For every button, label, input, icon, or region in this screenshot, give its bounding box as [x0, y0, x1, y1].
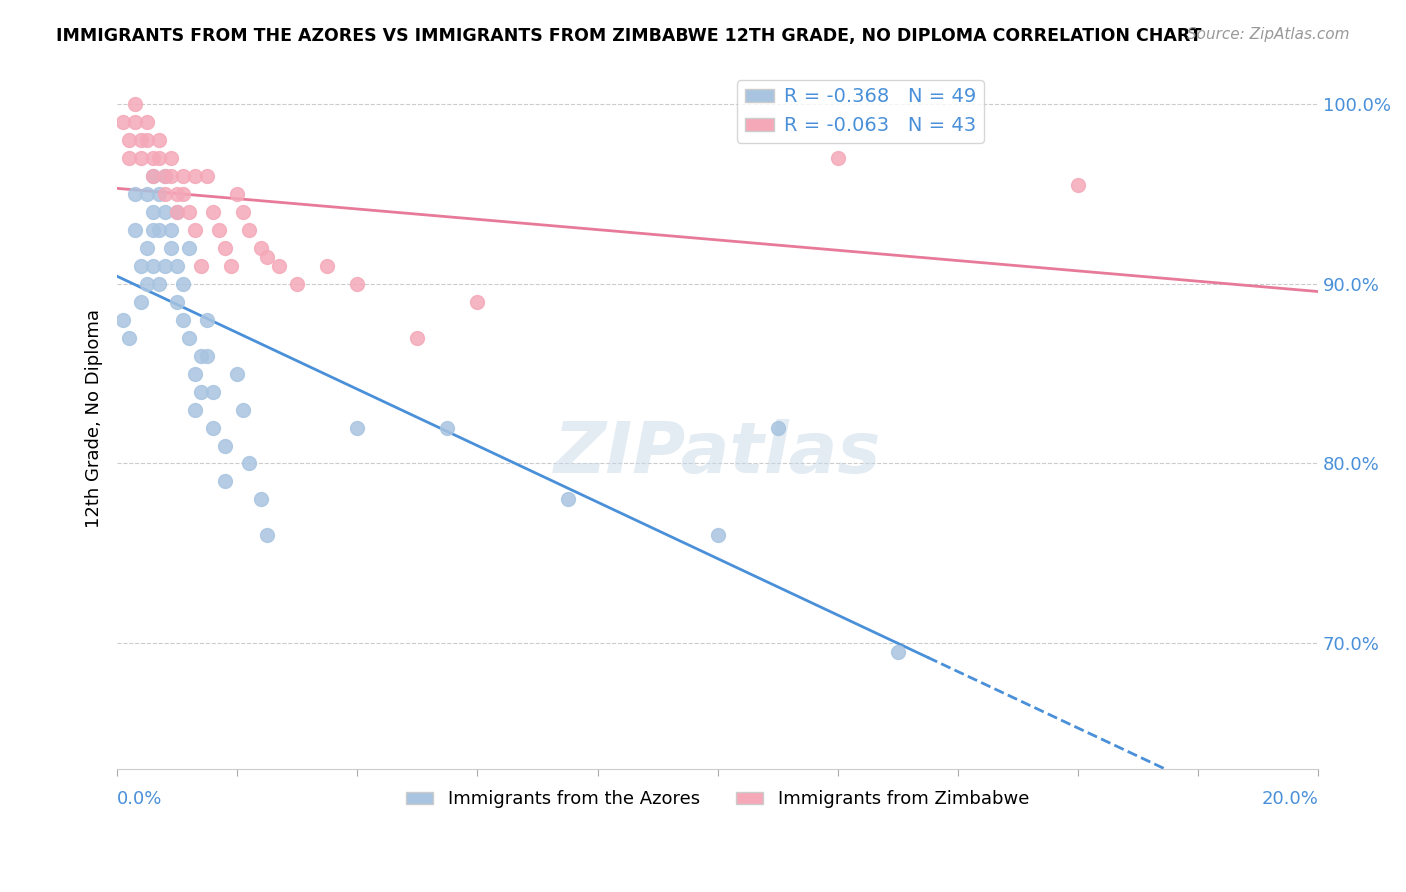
Point — [766, 420, 789, 434]
Point — [238, 223, 260, 237]
Point — [148, 133, 170, 147]
Point — [557, 492, 579, 507]
Point — [124, 115, 146, 129]
Point — [124, 223, 146, 237]
Point — [195, 349, 218, 363]
Point — [190, 349, 212, 363]
Point — [214, 438, 236, 452]
Point — [155, 169, 177, 184]
Point — [112, 313, 135, 327]
Point — [285, 277, 308, 291]
Text: IMMIGRANTS FROM THE AZORES VS IMMIGRANTS FROM ZIMBABWE 12TH GRADE, NO DIPLOMA CO: IMMIGRANTS FROM THE AZORES VS IMMIGRANTS… — [56, 27, 1202, 45]
Y-axis label: 12th Grade, No Diploma: 12th Grade, No Diploma — [86, 310, 103, 528]
Text: Source: ZipAtlas.com: Source: ZipAtlas.com — [1187, 27, 1350, 42]
Point — [226, 367, 249, 381]
Point — [250, 241, 273, 255]
Point — [166, 205, 188, 219]
Point — [166, 259, 188, 273]
Point — [172, 187, 194, 202]
Point — [208, 223, 231, 237]
Point — [124, 97, 146, 112]
Point — [219, 259, 242, 273]
Point — [142, 259, 165, 273]
Point — [232, 205, 254, 219]
Point — [160, 241, 183, 255]
Text: 0.0%: 0.0% — [117, 790, 163, 808]
Point — [155, 259, 177, 273]
Point — [136, 187, 159, 202]
Point — [155, 187, 177, 202]
Point — [142, 151, 165, 165]
Point — [195, 313, 218, 327]
Point — [129, 259, 152, 273]
Point — [136, 277, 159, 291]
Point — [202, 420, 225, 434]
Point — [184, 367, 207, 381]
Point — [436, 420, 458, 434]
Point — [129, 294, 152, 309]
Point — [148, 277, 170, 291]
Point — [155, 169, 177, 184]
Point — [160, 223, 183, 237]
Point — [136, 133, 159, 147]
Point — [316, 259, 339, 273]
Point — [148, 187, 170, 202]
Point — [179, 205, 201, 219]
Point — [887, 645, 910, 659]
Point — [142, 169, 165, 184]
Point — [269, 259, 291, 273]
Point — [142, 169, 165, 184]
Point — [118, 151, 141, 165]
Point — [136, 115, 159, 129]
Point — [142, 223, 165, 237]
Point — [118, 133, 141, 147]
Point — [202, 205, 225, 219]
Point — [148, 223, 170, 237]
Point — [214, 475, 236, 489]
Point — [827, 151, 849, 165]
Point — [184, 402, 207, 417]
Point — [129, 151, 152, 165]
Point — [226, 187, 249, 202]
Point — [179, 331, 201, 345]
Point — [346, 420, 368, 434]
Point — [195, 169, 218, 184]
Text: 20.0%: 20.0% — [1261, 790, 1319, 808]
Text: ZIPatlas: ZIPatlas — [554, 419, 882, 488]
Point — [346, 277, 368, 291]
Point — [179, 241, 201, 255]
Point — [160, 169, 183, 184]
Point — [166, 187, 188, 202]
Point — [172, 169, 194, 184]
Point — [190, 384, 212, 399]
Point — [190, 259, 212, 273]
Point — [406, 331, 429, 345]
Point — [202, 384, 225, 399]
Point — [148, 151, 170, 165]
Point — [166, 294, 188, 309]
Point — [467, 294, 489, 309]
Point — [256, 528, 278, 542]
Point — [136, 241, 159, 255]
Point — [238, 457, 260, 471]
Point — [112, 115, 135, 129]
Point — [166, 205, 188, 219]
Point — [184, 223, 207, 237]
Point — [1067, 178, 1090, 193]
Point — [142, 205, 165, 219]
Point — [172, 277, 194, 291]
Point — [160, 151, 183, 165]
Point — [250, 492, 273, 507]
Point — [214, 241, 236, 255]
Legend: Immigrants from the Azores, Immigrants from Zimbabwe: Immigrants from the Azores, Immigrants f… — [399, 783, 1036, 815]
Point — [232, 402, 254, 417]
Point — [184, 169, 207, 184]
Point — [124, 187, 146, 202]
Point — [172, 313, 194, 327]
Point — [118, 331, 141, 345]
Point — [706, 528, 728, 542]
Point — [256, 250, 278, 264]
Point — [155, 205, 177, 219]
Point — [129, 133, 152, 147]
